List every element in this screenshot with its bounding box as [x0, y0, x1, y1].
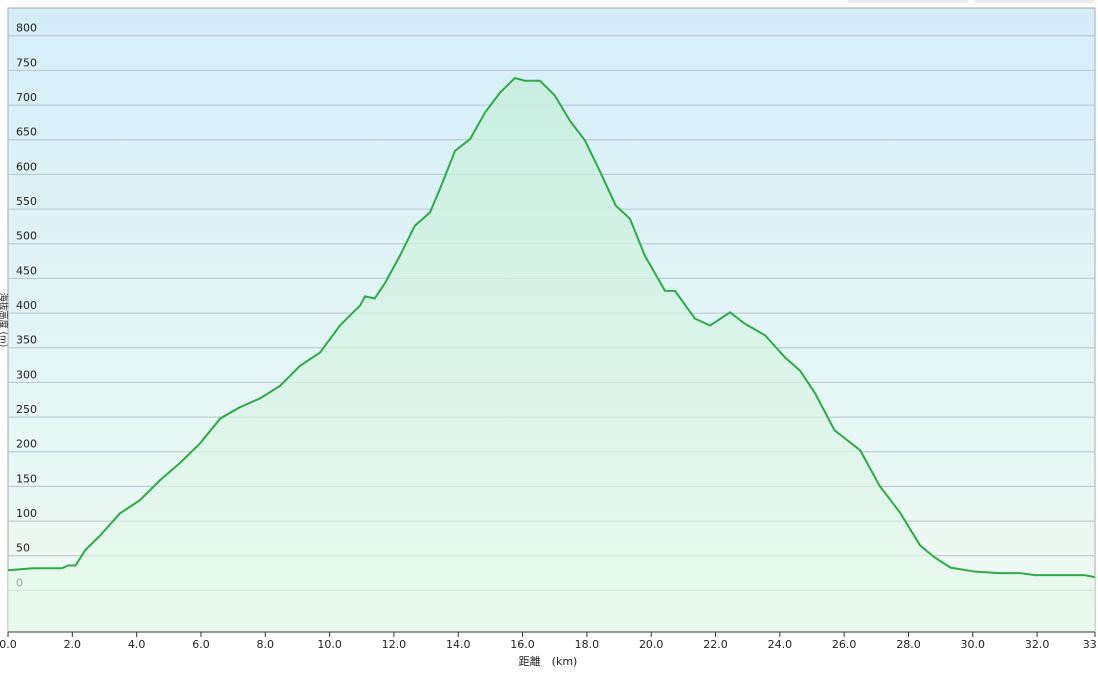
x-tick-label: 16.0: [510, 638, 535, 651]
x-tick-label: 12.0: [382, 638, 407, 651]
y-tick-label: 600: [16, 160, 37, 173]
y-tick-label: 700: [16, 91, 37, 104]
y-tick-label: 550: [16, 195, 37, 208]
x-tick-label: 8.0: [257, 638, 275, 651]
x-tick-label: 4.0: [128, 638, 146, 651]
y-tick-label: 200: [16, 438, 37, 451]
y-tick-label: 450: [16, 264, 37, 277]
x-tick-label: 18.0: [575, 638, 600, 651]
y-axis-label: 海抜高度 (m): [0, 293, 10, 348]
y-tick-label: 100: [16, 507, 37, 520]
x-tick-label: 28.0: [896, 638, 921, 651]
x-tick-label: 26.0: [832, 638, 857, 651]
y-tick-label: 650: [16, 126, 37, 139]
tab: [848, 0, 968, 3]
x-tick-label: 33.8: [1083, 638, 1098, 651]
x-tick-label: 20.0: [639, 638, 664, 651]
x-tick-label: 22.0: [703, 638, 728, 651]
x-tick-label: 2.0: [64, 638, 82, 651]
x-tick-label: 14.0: [446, 638, 471, 651]
y-tick-label: 400: [16, 299, 37, 312]
x-tick-label: 10.0: [317, 638, 342, 651]
x-tick-label: 32.0: [1025, 638, 1050, 651]
y-tick-label: 750: [16, 56, 37, 69]
y-tick-label: 150: [16, 472, 37, 485]
area: [8, 78, 1095, 632]
x-tick-label: 0.0: [0, 638, 17, 651]
tab: [975, 0, 1095, 3]
x-tick-label: 30.0: [961, 638, 986, 651]
y-tick-label: 250: [16, 403, 37, 416]
y-tick-label: 50: [16, 542, 30, 555]
y-tick-label: 800: [16, 22, 37, 35]
x-tick-label: 24.0: [768, 638, 793, 651]
line: [7, 76, 1096, 579]
y-tick-label: 300: [16, 368, 37, 381]
x-axis-label: 距離 (km): [519, 654, 578, 668]
x-tick-label: 6.0: [192, 638, 210, 651]
y-tick-label: 500: [16, 230, 37, 243]
y-tick-label: 350: [16, 334, 37, 347]
